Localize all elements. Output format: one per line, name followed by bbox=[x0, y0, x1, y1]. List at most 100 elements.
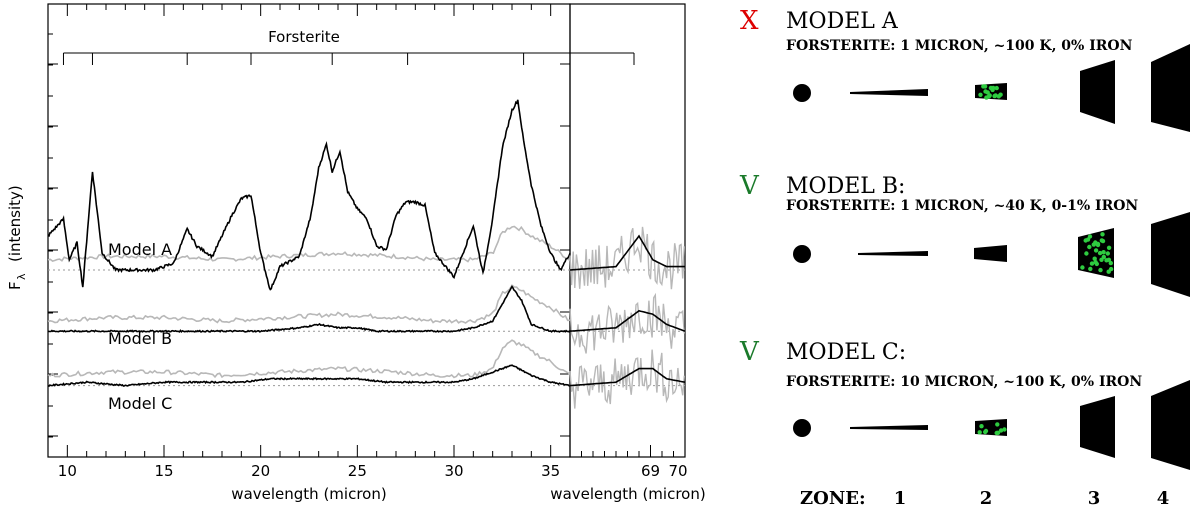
far-axes: 69 70 bbox=[569, 445, 688, 480]
far-data-grey-1 bbox=[569, 226, 685, 290]
x-tick-label: 15 bbox=[154, 462, 173, 480]
zone-3-wedge bbox=[1080, 60, 1115, 124]
model-spectrum-b bbox=[47, 285, 571, 334]
x-tick-label: 10 bbox=[58, 462, 77, 480]
model-a-title: MODEL A bbox=[786, 9, 899, 34]
zone-3-wedge bbox=[1080, 396, 1115, 458]
dust-grain bbox=[1093, 248, 1099, 253]
far-x-tick-label: 69 bbox=[641, 462, 660, 480]
dust-grain bbox=[979, 424, 984, 429]
model-spectrum-a bbox=[47, 99, 571, 291]
zone-number-1: 1 bbox=[894, 488, 907, 508]
far-data-grey-3 bbox=[569, 349, 685, 409]
dust-grain bbox=[1106, 245, 1112, 250]
dust-grain bbox=[981, 84, 986, 89]
zone-1-wedge bbox=[858, 251, 928, 256]
dust-grain bbox=[1106, 257, 1112, 262]
dust-grain bbox=[1108, 260, 1114, 266]
zone-4-wedge bbox=[1151, 212, 1190, 297]
series-label-model-a: Model A bbox=[108, 240, 172, 259]
zone-1-wedge bbox=[850, 89, 928, 96]
model-c-title: MODEL C: bbox=[786, 340, 906, 365]
model-b-description: FORSTERITE: 1 MICRON, ~40 K, 0-1% IRON bbox=[786, 198, 1138, 214]
dust-grain bbox=[1097, 250, 1103, 256]
dust-grain bbox=[988, 85, 994, 91]
x-tick-label: 20 bbox=[251, 462, 270, 480]
dust-grain bbox=[995, 422, 1000, 427]
main-plot-frame bbox=[47, 3, 571, 458]
dust-grain bbox=[1098, 267, 1103, 273]
zone-2-wedge bbox=[974, 245, 1007, 262]
zone-1-wedge bbox=[850, 425, 928, 430]
model-a-fail-mark: X bbox=[740, 6, 759, 36]
dust-grain bbox=[1087, 234, 1093, 239]
zone-4-wedge bbox=[1151, 380, 1190, 470]
zone-3-dust-grains bbox=[1080, 232, 1114, 274]
model-c-pass-mark: V bbox=[739, 337, 760, 367]
x-tick-label: 25 bbox=[348, 462, 367, 480]
far-data-grey-2 bbox=[569, 292, 685, 354]
data-spectrum-grey-1 bbox=[47, 225, 571, 263]
dust-grain bbox=[1087, 244, 1092, 250]
dust-grain bbox=[977, 430, 982, 435]
dust-grain bbox=[985, 90, 990, 95]
model-a-disk-diagram bbox=[793, 44, 1190, 132]
model-b-title: MODEL B: bbox=[786, 174, 905, 199]
dust-grain bbox=[1092, 256, 1097, 261]
far-model-b bbox=[569, 309, 686, 332]
model-b-disk-diagram bbox=[793, 212, 1190, 297]
dust-grain bbox=[978, 92, 983, 98]
y-axis-symbol: F bbox=[6, 281, 24, 290]
dust-grain bbox=[986, 94, 992, 99]
series-label-model-b: Model B bbox=[108, 329, 172, 348]
data-spectrum-grey-2 bbox=[47, 284, 571, 324]
zone-number-3: 3 bbox=[1088, 488, 1101, 508]
zone-number-4: 4 bbox=[1157, 488, 1170, 508]
central-star-icon bbox=[793, 419, 811, 437]
dust-grain bbox=[1080, 265, 1085, 270]
dust-grain bbox=[1002, 427, 1007, 432]
model-a-description: FORSTERITE: 1 MICRON, ~100 K, 0% IRON bbox=[786, 38, 1133, 54]
dust-grain bbox=[983, 428, 989, 434]
far-model-a bbox=[569, 234, 685, 271]
x-tick-label: 30 bbox=[444, 462, 463, 480]
zone-label: ZONE: bbox=[800, 488, 866, 508]
zone-2-dust-grains bbox=[978, 84, 1003, 100]
forsterite-feature-bar bbox=[62, 52, 635, 65]
model-c-description: FORSTERITE: 10 MICRON, ~100 K, 0% IRON bbox=[786, 374, 1142, 390]
dust-grain bbox=[1105, 251, 1111, 256]
model-spectrum-c bbox=[47, 364, 571, 388]
x-tick-label: 35 bbox=[541, 462, 560, 480]
dust-grain bbox=[1088, 266, 1093, 272]
zone-2-dust-grains bbox=[977, 422, 1007, 436]
central-star-icon bbox=[793, 245, 811, 263]
dust-grain bbox=[1100, 232, 1105, 237]
forsterite-label: Forsterite bbox=[268, 28, 340, 46]
data-spectrum-grey-3 bbox=[47, 339, 571, 379]
dust-grain bbox=[998, 428, 1004, 433]
y-axis-label: F λ (intensity) bbox=[6, 185, 28, 290]
far-model-c bbox=[569, 367, 686, 387]
central-star-icon bbox=[793, 84, 811, 102]
dust-grain bbox=[995, 430, 1001, 435]
far-x-tick-label: 70 bbox=[668, 462, 687, 480]
dust-grain bbox=[1094, 261, 1100, 267]
dust-grain bbox=[1101, 254, 1107, 260]
y-axis-paren: (intensity) bbox=[6, 185, 24, 262]
far-x-axis-label: wavelength (micron) bbox=[550, 485, 705, 503]
model-b-pass-mark: V bbox=[739, 171, 760, 201]
dust-grain bbox=[1093, 241, 1098, 246]
dust-grain bbox=[1089, 261, 1095, 266]
dust-grain bbox=[1099, 238, 1105, 243]
zone-2-wedge bbox=[975, 83, 1007, 100]
dust-grain bbox=[1101, 250, 1106, 255]
series-label-model-c: Model C bbox=[108, 394, 172, 413]
main-axes: 10 15 20 25 30 35 bbox=[47, 4, 571, 480]
y-axis-subscript: λ bbox=[15, 273, 28, 280]
dust-grain bbox=[994, 85, 999, 91]
far-ir-plot-lines bbox=[569, 226, 686, 409]
model-c-disk-diagram bbox=[793, 380, 1190, 470]
zone-number-2: 2 bbox=[980, 488, 993, 508]
dust-grain bbox=[1084, 251, 1089, 256]
